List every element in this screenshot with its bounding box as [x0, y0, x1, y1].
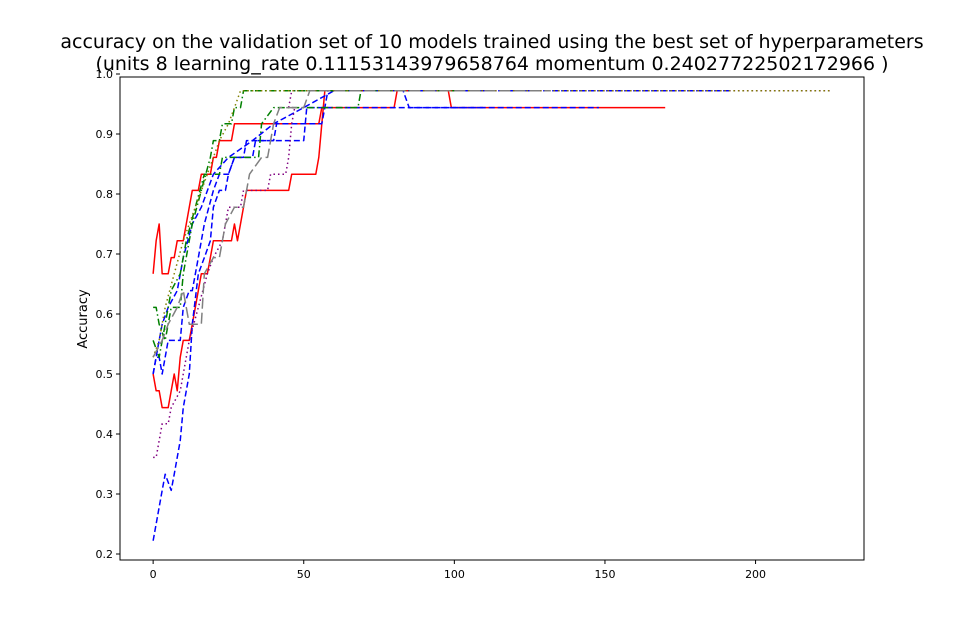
y-axis-label: Accuracy [76, 289, 91, 349]
y-tick-label: 0.7 [96, 248, 114, 261]
x-tick-label: 0 [150, 568, 157, 581]
y-tick-label: 0.9 [96, 128, 114, 141]
x-tick-label: 50 [297, 568, 311, 581]
series-line-1 [152, 90, 666, 275]
series-line-3 [152, 106, 599, 541]
chart-title-line-1: accuracy on the validation set of 10 mod… [60, 31, 923, 53]
y-tick-label: 0.3 [96, 488, 114, 501]
y-tick-label: 0.6 [96, 308, 114, 321]
series-line-5 [152, 90, 732, 375]
y-tick-label: 0.2 [96, 548, 114, 561]
y-tick-label: 0.4 [96, 428, 114, 441]
y-axis: 0.2 0.3 0.4 0.5 0.6 0.7 0.8 0.9 1.0 [96, 68, 120, 561]
series-line-2 [152, 90, 455, 409]
series-line-6 [153, 90, 361, 342]
series-line-10 [152, 90, 551, 358]
y-tick-label: 0.8 [96, 188, 114, 201]
x-tick-label: 100 [444, 568, 465, 581]
series-line-4 [152, 90, 485, 375]
series-layer [152, 90, 831, 541]
x-tick-label: 200 [745, 568, 766, 581]
series-line-9 [152, 90, 831, 358]
y-tick-label: 0.5 [96, 368, 114, 381]
y-tick-label: 1.0 [96, 68, 114, 81]
x-tick-label: 150 [594, 568, 615, 581]
x-axis: 0 50 100 150 200 [150, 560, 766, 581]
plot-frame [119, 76, 865, 561]
series-line-7 [152, 90, 455, 358]
chart-title-line-2: (units 8 learning_rate 0.111531439796587… [95, 53, 888, 75]
